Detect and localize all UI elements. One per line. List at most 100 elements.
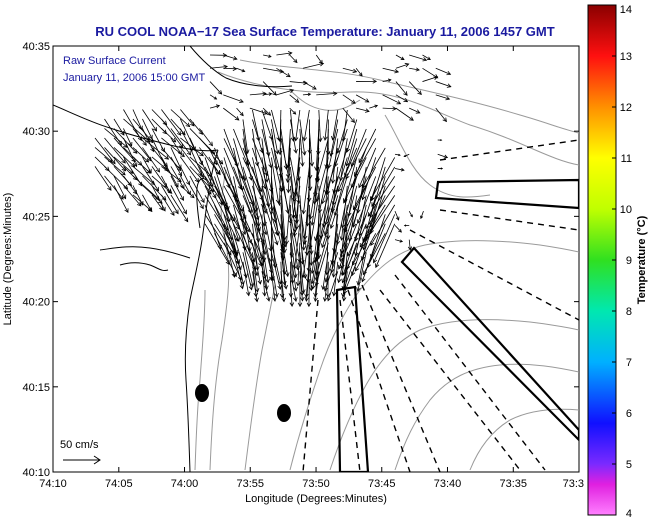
y-tick-label: 40:30 [22,126,50,138]
current-vector [394,167,405,172]
x-tick-label: 73:40 [434,478,462,490]
x-tick-label: 74:05 [105,478,133,490]
current-vector [304,271,310,302]
current-vector [180,185,195,199]
current-vector [252,242,263,285]
current-vector [276,88,295,96]
current-vector [123,137,138,168]
coastline-bay [99,246,191,259]
current-vector [362,233,386,276]
current-vector [358,185,377,237]
current-vector [394,153,401,157]
current-vector [198,166,217,199]
scale-arrow: 50 cm/s [60,439,101,465]
chart-title: RU COOL NOAA−17 Sea Surface Temperature:… [95,24,554,39]
current-vector [170,156,182,177]
current-vector [315,233,329,276]
current-vector [352,166,377,211]
current-vector [142,147,161,173]
coastline-peninsula [196,177,207,229]
current-vector [327,128,339,169]
current-vector [367,176,396,217]
y-axis-label: Latitude (Degrees:Minutes) [2,193,14,326]
current-vector [271,261,279,298]
current-vector [233,176,245,223]
wedge-ray [439,139,579,161]
current-vector [422,75,439,82]
current-vector [180,166,191,186]
current-vector [180,137,204,157]
current-vector [236,107,244,117]
current-vector [132,147,150,163]
current-vector [314,242,329,287]
current-vector [354,233,377,272]
current-vector [347,214,367,257]
current-vector [329,119,339,157]
current-vector [94,137,116,165]
current-vector [395,62,410,69]
current-vector [308,195,320,250]
current-vector [189,156,213,177]
current-vector [233,252,245,290]
current-vector [335,195,348,246]
current-vector [362,195,386,242]
current-vector [170,147,182,170]
current-vector [408,210,413,218]
wedge-ray [361,284,441,472]
current-vector [223,94,244,103]
current-vector [315,54,323,65]
y-tick-label: 40:35 [22,41,50,53]
current-vector [233,242,245,286]
current-vector [170,128,192,156]
current-vector [329,176,348,230]
current-vector [299,119,307,156]
sampling-box-southeast [400,246,579,442]
current-vector [209,94,218,100]
depth-contour [194,289,206,471]
colorbar-tick-label: 6 [626,408,632,420]
current-vector [170,175,184,201]
current-vector [271,252,282,290]
colorbar-tick-label: 13 [620,51,632,63]
current-vector [316,91,338,96]
current-vector [395,81,408,96]
current-vector [435,81,452,88]
wedge-ray [379,289,521,471]
current-vector-field [94,51,452,308]
colorbar: 4 5 6 7 8 9 10 11 12 13 14 Temperature (°C) [587,4,648,519]
current-vector [370,204,396,246]
current-vector [252,271,259,303]
current-vector [407,239,413,251]
sampling-boxes [335,178,579,472]
current-vector [170,109,191,128]
current-vector [361,147,386,189]
y-tick-label: 40:10 [22,467,50,479]
current-vector [299,271,305,302]
current-vector [336,119,348,154]
current-vector [308,204,314,255]
current-vector [358,128,377,164]
current-vector [132,156,151,174]
current-vector [161,194,175,216]
current-vector [180,128,193,152]
current-vector [170,137,182,156]
sampling-box-south [335,285,370,472]
wedge-ray [409,229,579,321]
current-vector [437,139,443,142]
depth-contour [289,89,361,111]
current-vector [291,166,301,219]
current-vector [292,223,301,270]
current-vector [252,185,268,236]
current-vector [199,137,224,165]
station-markers [195,384,291,422]
current-vector [356,79,378,84]
current-vector [199,128,213,147]
current-vector [395,94,409,103]
current-vector [261,119,271,157]
current-vector [289,107,297,115]
current-vector [310,252,320,290]
current-vector [161,109,182,136]
y-tick-label: 40:20 [22,297,50,309]
depth-contour [244,284,276,471]
colorbar-tick-label: 4 [626,508,632,519]
